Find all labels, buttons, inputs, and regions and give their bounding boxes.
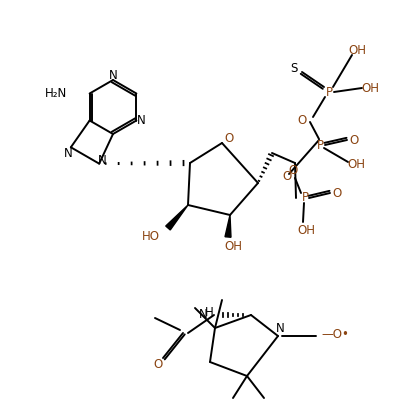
Text: N: N: [275, 321, 283, 334]
Text: O: O: [332, 186, 341, 199]
Text: N: N: [98, 154, 106, 167]
Text: OH: OH: [360, 82, 378, 94]
Text: HO: HO: [142, 229, 160, 242]
Text: P: P: [301, 191, 308, 204]
Text: N: N: [136, 114, 145, 127]
Text: S: S: [290, 61, 297, 74]
Text: OH: OH: [224, 240, 241, 252]
Text: N: N: [199, 308, 207, 321]
Text: N: N: [63, 147, 72, 160]
Text: OH: OH: [346, 158, 364, 171]
Text: OH: OH: [347, 43, 365, 56]
Text: N: N: [109, 69, 117, 82]
Text: —O•: —O•: [320, 329, 348, 342]
Polygon shape: [165, 205, 188, 230]
Text: O: O: [349, 133, 358, 146]
Text: O: O: [296, 114, 306, 127]
Text: H: H: [205, 306, 213, 319]
Text: O: O: [282, 170, 291, 183]
Polygon shape: [224, 215, 230, 237]
Text: H₂N: H₂N: [45, 87, 68, 100]
Text: OH: OH: [296, 224, 314, 237]
Text: O: O: [288, 163, 297, 176]
Text: P: P: [325, 86, 332, 99]
Text: O: O: [224, 132, 233, 145]
Text: O: O: [153, 359, 162, 372]
Text: P: P: [316, 138, 323, 151]
